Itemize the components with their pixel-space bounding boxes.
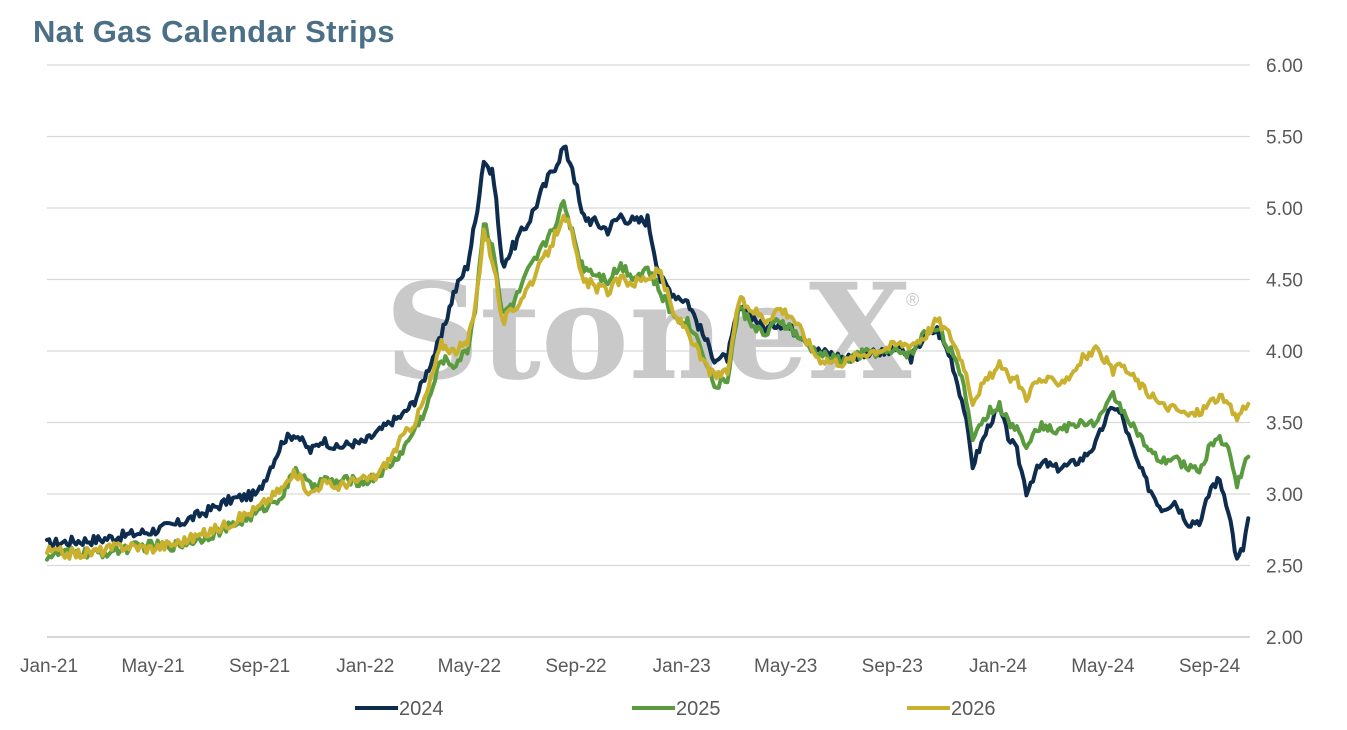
series-line-2026: [45, 213, 1251, 561]
y-tick-label: 5.00: [1266, 199, 1303, 220]
x-tick-label: Jan-22: [336, 656, 394, 677]
y-tick-label: 3.00: [1266, 485, 1303, 506]
series-lines: [45, 144, 1251, 562]
x-axis-ticks: Jan-21 May-21 Sep-21 Jan-22 May-22 Sep-22 Jan-…: [20, 656, 1241, 677]
chart-title: Nat Gas Calendar Strips: [33, 14, 395, 49]
legend-label-2026: 2026: [951, 698, 996, 720]
x-tick-label: Sep-21: [229, 656, 290, 677]
x-tick-label: Sep-24: [1179, 656, 1241, 677]
legend-label-2025: 2025: [676, 698, 721, 720]
y-tick-label: 4.50: [1266, 271, 1303, 292]
y-tick-label: 6.00: [1266, 56, 1303, 77]
x-tick-label: Jan-24: [969, 656, 1028, 677]
y-axis-ticks: 2.00 2.50 3.00 3.50 4.00 4.50 5.00 5.50 6.00: [1266, 56, 1303, 649]
x-tick-label: May-24: [1071, 656, 1135, 677]
x-tick-label: Sep-23: [862, 656, 923, 677]
y-tick-label: 3.50: [1266, 414, 1303, 435]
y-tick-label: 4.00: [1266, 342, 1303, 363]
x-tick-label: Sep-22: [545, 656, 606, 677]
watermark-registered-mark: ®: [906, 290, 919, 310]
legend-label-2024: 2024: [399, 698, 444, 720]
x-tick-label: Jan-21: [20, 656, 78, 677]
x-tick-label: May-21: [121, 656, 184, 677]
legend: 2024 2025 2026: [355, 698, 996, 720]
y-tick-label: 5.50: [1266, 128, 1303, 149]
x-tick-label: May-23: [754, 656, 817, 677]
series-line-2024: [45, 144, 1251, 561]
y-tick-label: 2.00: [1266, 628, 1303, 649]
x-tick-label: May-22: [438, 656, 501, 677]
x-tick-label: Jan-23: [653, 656, 711, 677]
y-tick-label: 2.50: [1266, 557, 1303, 578]
